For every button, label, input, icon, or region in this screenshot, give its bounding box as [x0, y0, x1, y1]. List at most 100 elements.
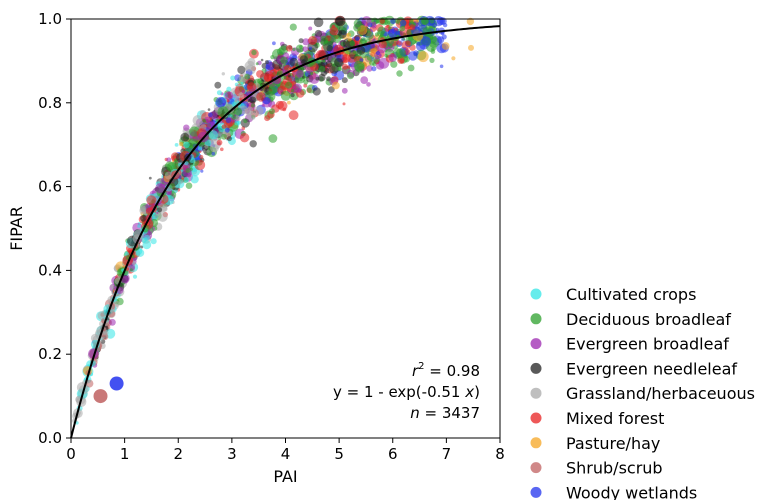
data-point: [249, 96, 257, 104]
data-point: [309, 73, 320, 84]
data-point: [308, 46, 313, 51]
data-point: [289, 57, 299, 67]
data-point: [288, 110, 299, 121]
data-point: [337, 66, 343, 72]
data-point: [285, 81, 293, 89]
data-point: [441, 42, 450, 50]
x-axis-label: PAI: [273, 467, 297, 486]
data-point: [124, 251, 129, 256]
data-point: [318, 73, 326, 82]
data-point: [402, 37, 405, 41]
data-point: [361, 16, 372, 27]
legend-item: Cultivated crops: [530, 285, 696, 304]
data-point: [234, 120, 240, 126]
data-point: [226, 99, 230, 103]
data-point: [388, 53, 397, 62]
data-point: [417, 51, 429, 63]
legend-label: Woody wetlands: [566, 483, 697, 500]
data-point: [315, 76, 320, 81]
y-tick-label: 0.6: [38, 178, 62, 196]
legend-label: Pasture/hay: [566, 434, 660, 453]
data-point: [226, 136, 232, 142]
data-point: [286, 45, 293, 52]
data-point: [109, 376, 124, 391]
data-point: [395, 48, 406, 59]
data-point: [185, 182, 193, 189]
y-tick-label: 0.4: [38, 261, 62, 279]
data-point: [375, 50, 380, 56]
data-point: [375, 18, 381, 24]
data-point: [244, 73, 251, 80]
data-point: [356, 46, 366, 55]
data-point: [309, 71, 314, 76]
data-point: [231, 101, 237, 107]
data-point: [360, 76, 369, 84]
data-point: [221, 133, 227, 140]
data-point: [407, 64, 415, 72]
legend-label: Cultivated crops: [566, 285, 696, 304]
data-point: [379, 18, 386, 24]
data-point: [384, 53, 388, 58]
r-symbol: r: [412, 362, 419, 380]
x-tick-label: 5: [334, 445, 344, 463]
data-point: [240, 81, 244, 85]
data-point: [237, 65, 246, 74]
data-point: [451, 56, 456, 61]
data-point: [325, 60, 332, 68]
data-point: [429, 18, 435, 24]
data-point: [238, 92, 244, 98]
data-point: [299, 78, 303, 82]
data-point: [355, 36, 360, 41]
data-point: [329, 36, 337, 43]
data-point: [224, 127, 230, 133]
data-point: [338, 29, 347, 39]
data-point: [142, 240, 152, 250]
data-point: [214, 81, 222, 89]
data-point: [399, 25, 406, 32]
data-point: [303, 83, 308, 88]
data-point: [308, 36, 318, 45]
data-point: [292, 83, 302, 93]
x-tick-label: 6: [388, 445, 398, 463]
data-point: [282, 107, 287, 112]
data-point: [150, 238, 157, 245]
legend-item: Shrub/scrub: [530, 459, 663, 478]
legend-item: Mixed forest: [530, 409, 664, 428]
data-point: [185, 168, 191, 173]
data-point: [132, 274, 138, 279]
data-point: [295, 44, 304, 53]
data-point: [352, 50, 356, 54]
fit-curve: [70, 25, 501, 439]
data-point: [230, 75, 236, 81]
data-point: [251, 49, 257, 56]
r-squared-text: r2 = 0.98: [412, 361, 480, 380]
data-point: [247, 57, 256, 66]
data-point: [264, 115, 271, 122]
x-tick-label: 3: [227, 445, 237, 463]
data-point: [207, 108, 211, 111]
data-point: [234, 82, 239, 87]
data-point: [299, 55, 308, 64]
data-point: [264, 60, 269, 65]
data-point: [319, 66, 326, 73]
data-point: [239, 133, 250, 143]
data-point: [137, 224, 141, 228]
data-point: [390, 18, 397, 25]
x-axis-ticks: 0 1 2 3 4 5 6 7 8: [66, 438, 505, 463]
legend-marker: [530, 288, 542, 300]
data-point: [204, 116, 211, 123]
data-point: [416, 41, 421, 46]
legend-label: Deciduous broadleaf: [566, 310, 731, 329]
x-tick-label: 8: [495, 445, 505, 463]
data-point: [396, 70, 403, 77]
legend-item: Pasture/hay: [530, 434, 660, 453]
data-point: [146, 195, 157, 206]
r-squared-superscript: 2: [418, 361, 424, 372]
data-point: [269, 69, 278, 78]
data-point: [208, 130, 218, 140]
data-point: [335, 34, 340, 39]
legend-marker: [530, 462, 542, 474]
data-point: [157, 211, 168, 222]
data-point: [263, 73, 272, 82]
data-point: [302, 46, 309, 52]
